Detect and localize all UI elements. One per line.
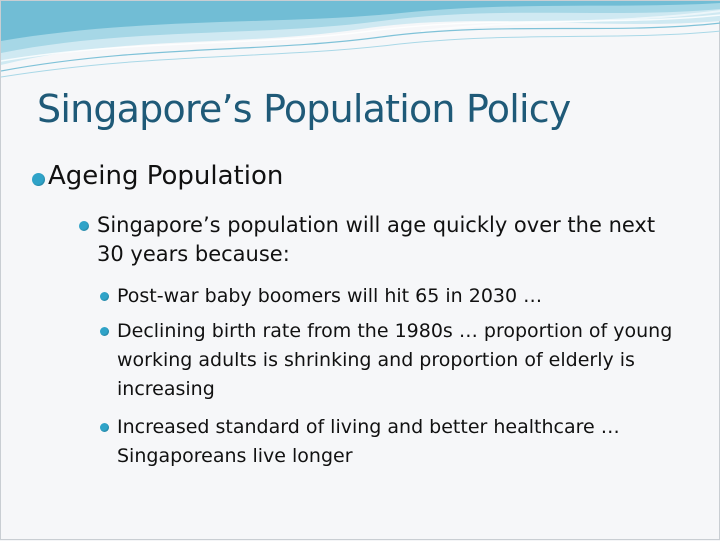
wave-line-1 (1, 22, 720, 72)
slide-title: Singapore’s Population Policy (37, 87, 571, 131)
bullet-dot-icon (100, 327, 109, 336)
wave-line-4 (420, 10, 720, 32)
header-wave-decoration (1, 1, 720, 78)
wave-line-2 (1, 30, 720, 78)
bullet-level1: Ageing Population (32, 161, 284, 191)
bullet-level3-text: Post-war baby boomers will hit 65 in 203… (117, 285, 543, 307)
bullet-dot-icon (100, 292, 109, 301)
bullet-dot-icon (100, 423, 109, 432)
bullet-level3-text: Increased standard of living and better … (117, 416, 620, 467)
bullet-level2: Singapore’s population will age quickly … (79, 211, 657, 269)
bullet-level1-text: Ageing Population (48, 161, 284, 191)
bullet-level3-text: Declining birth rate from the 1980s … pr… (117, 320, 673, 400)
bullet-level3-item: Post-war baby boomers will hit 65 in 203… (100, 282, 677, 311)
bullet-level3-item: Increased standard of living and better … (100, 413, 677, 471)
bullet-dot-icon (32, 173, 45, 186)
wave-band-dark (1, 1, 720, 41)
bullet-dot-icon (79, 221, 89, 231)
bullet-level2-text: Singapore’s population will age quickly … (97, 213, 656, 266)
bullet-level3-item: Declining birth rate from the 1980s … pr… (100, 317, 677, 404)
